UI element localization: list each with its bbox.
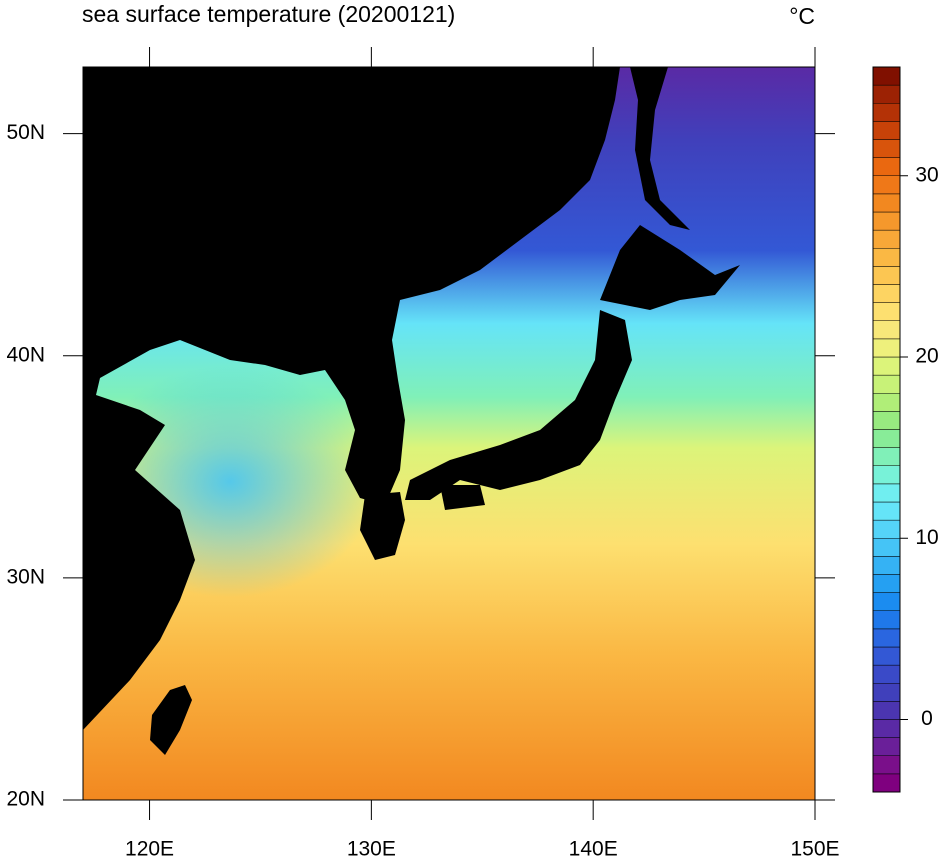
- x-tick-label: 150E: [790, 838, 839, 858]
- color-box: [872, 211, 901, 231]
- color-box: [872, 447, 901, 466]
- map-frame: [82, 66, 816, 801]
- unit-label: °C: [789, 3, 815, 29]
- color-box: [872, 356, 901, 376]
- color-box: [872, 737, 901, 756]
- color-box: [872, 193, 901, 213]
- x-tick-label: 120E: [125, 838, 174, 858]
- land: [83, 67, 740, 755]
- color-box: [872, 248, 901, 267]
- y-tick-label: 20N: [6, 788, 45, 811]
- color-box: [872, 701, 901, 720]
- color-box: [872, 302, 901, 321]
- color-box: [872, 429, 901, 448]
- map: [83, 67, 815, 800]
- y-tick-label: 40N: [6, 343, 45, 366]
- color-box: [872, 519, 901, 539]
- x-tick-label: 140E: [569, 838, 618, 858]
- color-box: [872, 574, 901, 593]
- x-tick-label: 130E: [347, 838, 396, 858]
- color-box: [872, 320, 901, 340]
- color-box: [872, 773, 901, 793]
- color-box: [872, 103, 901, 122]
- colorbar-tick-label: 10: [915, 526, 938, 549]
- chart-title: sea surface temperature (20200121): [82, 1, 455, 27]
- color-box: [872, 465, 901, 485]
- color-box: [872, 393, 901, 412]
- color-box: [872, 646, 901, 666]
- color-box: [872, 338, 901, 358]
- color-box: [872, 284, 901, 303]
- color-box: [872, 139, 901, 158]
- color-box: [872, 610, 901, 630]
- color-box: [872, 719, 901, 738]
- color-box: [872, 556, 901, 575]
- colorbar: 0 10 20 30: [872, 66, 939, 793]
- color-box: [872, 683, 901, 702]
- color-box: [872, 374, 901, 394]
- y-tick-label: 50N: [6, 121, 45, 144]
- color-box: [872, 483, 901, 503]
- color-box: [872, 628, 901, 648]
- color-box: [872, 157, 901, 176]
- color-box: [872, 84, 901, 104]
- colorbar-tick-label: 30: [915, 163, 938, 186]
- colorbar-tick-label: 20: [915, 345, 938, 368]
- color-box: [872, 266, 901, 285]
- color-box: [872, 66, 901, 86]
- color-box: [872, 592, 901, 611]
- color-box: [872, 755, 901, 775]
- color-box: [872, 664, 901, 684]
- color-box: [872, 538, 901, 557]
- colorbar-frame: [872, 66, 901, 793]
- y-tick-label: 30N: [6, 565, 45, 588]
- color-box: [872, 229, 901, 249]
- colorbar-tick-label: 0: [921, 707, 933, 730]
- color-box: [872, 121, 901, 140]
- color-box: [872, 411, 901, 430]
- color-box: [872, 501, 901, 521]
- color-box: [872, 175, 901, 195]
